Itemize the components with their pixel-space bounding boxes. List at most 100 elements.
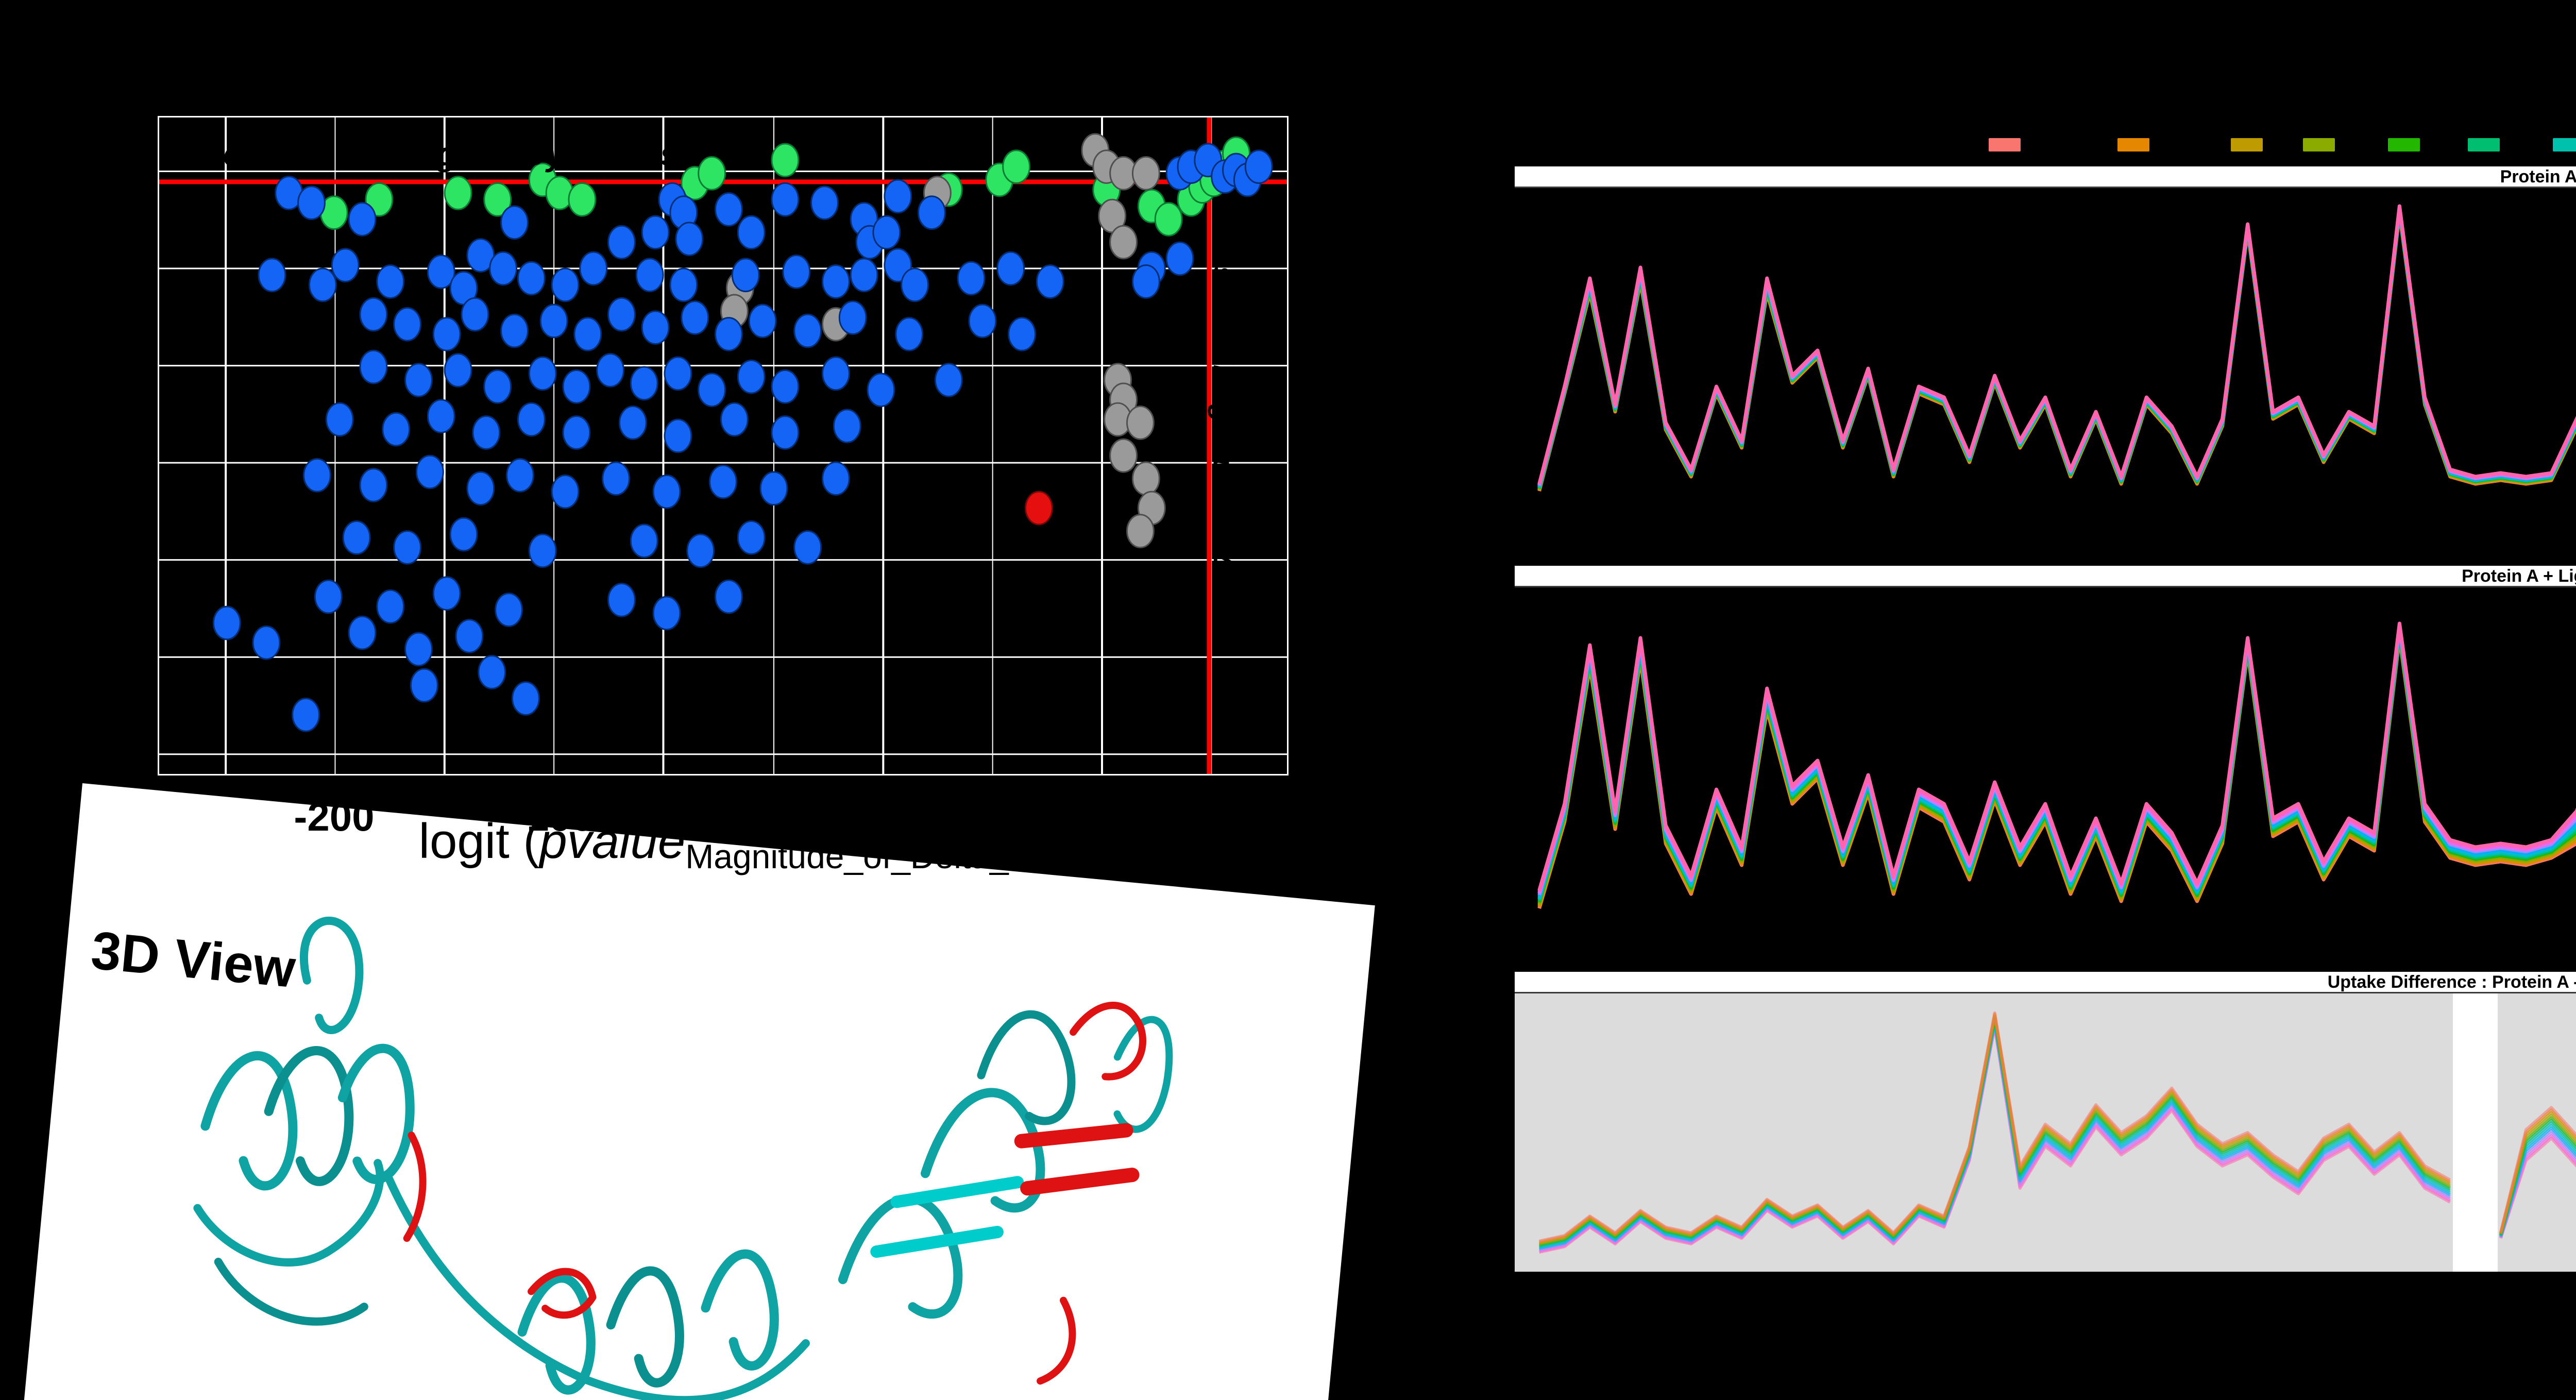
peptide-point[interactable] xyxy=(427,399,455,434)
peptide-point[interactable] xyxy=(833,409,861,444)
peptide-point[interactable] xyxy=(838,300,867,335)
legend-key-timepoint-4[interactable] xyxy=(2303,138,2335,151)
peptide-point[interactable] xyxy=(715,317,743,351)
peptide-point[interactable] xyxy=(675,222,704,257)
peptide-point[interactable] xyxy=(635,258,664,293)
peptide-point[interactable] xyxy=(517,402,546,437)
peptide-point[interactable] xyxy=(500,313,529,348)
peptide-point[interactable] xyxy=(1126,514,1155,548)
volcano-series-peptides-blue[interactable] xyxy=(212,143,1273,732)
peptide-point[interactable] xyxy=(292,697,320,732)
peptide-point[interactable] xyxy=(895,317,924,351)
peptide-point[interactable] xyxy=(715,192,743,227)
peptide-point[interactable] xyxy=(793,530,822,565)
peptide-point[interactable] xyxy=(652,474,681,509)
peptide-point[interactable] xyxy=(793,313,822,348)
peptide-point[interactable] xyxy=(427,255,455,289)
peptide-point[interactable] xyxy=(258,258,286,293)
peptide-point[interactable] xyxy=(415,454,444,490)
peptide-point[interactable] xyxy=(562,415,591,450)
peptide-point[interactable] xyxy=(466,238,495,273)
peptide-point[interactable] xyxy=(579,251,608,286)
peptide-point[interactable] xyxy=(1008,317,1037,351)
peptide-point[interactable] xyxy=(607,583,636,617)
peptide-point[interactable] xyxy=(382,412,411,447)
peptide-point[interactable] xyxy=(562,369,591,404)
peptide-point[interactable] xyxy=(607,225,636,260)
peptide-point[interactable] xyxy=(901,267,929,302)
3d-view-panel[interactable]: 3D View xyxy=(20,783,1375,1400)
peptide-point[interactable] xyxy=(641,310,670,345)
peptide-point[interactable] xyxy=(252,625,281,660)
peptide-point[interactable] xyxy=(376,589,405,624)
legend-key-timepoint-6[interactable] xyxy=(2468,138,2500,151)
peptide-point[interactable] xyxy=(528,533,557,568)
peptide-point[interactable] xyxy=(331,248,360,282)
peptide-point[interactable] xyxy=(483,182,512,217)
volcano-canvas[interactable] xyxy=(159,117,1287,774)
peptide-point[interactable] xyxy=(1024,491,1053,526)
peptide-point[interactable] xyxy=(489,251,518,286)
peptide-point[interactable] xyxy=(466,471,495,506)
peptide-point[interactable] xyxy=(771,369,800,404)
peptide-point[interactable] xyxy=(709,464,737,499)
peptide-point[interactable] xyxy=(686,533,715,568)
peptide-point[interactable] xyxy=(957,261,986,296)
peptide-point[interactable] xyxy=(681,300,709,335)
peptide-point[interactable] xyxy=(568,182,597,217)
peptide-point[interactable] xyxy=(573,317,602,351)
peptide-point[interactable] xyxy=(449,517,478,552)
peptide-point[interactable] xyxy=(342,520,371,555)
peptide-point[interactable] xyxy=(821,461,850,496)
peptide-point[interactable] xyxy=(748,303,777,339)
peptide-point[interactable] xyxy=(737,520,766,555)
peptide-point[interactable] xyxy=(664,356,692,391)
peptide-point[interactable] xyxy=(359,349,388,384)
peptide-point[interactable] xyxy=(297,185,326,220)
peptide-point[interactable] xyxy=(782,255,811,289)
peptide-point[interactable] xyxy=(1109,438,1138,473)
peptide-point[interactable] xyxy=(968,303,997,339)
uptake-chart-protein-a[interactable] xyxy=(1515,188,2576,549)
peptide-point[interactable] xyxy=(715,579,743,614)
peptide-point[interactable] xyxy=(432,576,461,611)
peptide-point[interactable] xyxy=(996,251,1025,286)
peptide-point[interactable] xyxy=(551,474,580,509)
legend-key-timepoint-2[interactable] xyxy=(2117,138,2149,151)
peptide-point[interactable] xyxy=(432,317,461,351)
peptide-point[interactable] xyxy=(1109,225,1138,260)
peptide-point[interactable] xyxy=(528,356,557,391)
peptide-point[interactable] xyxy=(771,182,800,217)
peptide-point[interactable] xyxy=(348,615,377,650)
peptide-point[interactable] xyxy=(478,655,506,689)
peptide-point[interactable] xyxy=(771,415,800,450)
peptide-point[interactable] xyxy=(872,215,901,250)
peptide-point[interactable] xyxy=(664,418,692,453)
peptide-point[interactable] xyxy=(669,267,698,302)
legend-key-timepoint-5[interactable] xyxy=(2388,138,2420,151)
volcano-plot[interactable] xyxy=(158,116,1289,775)
peptide-point[interactable] xyxy=(461,297,489,332)
peptide-point[interactable] xyxy=(884,179,912,214)
peptide-point[interactable] xyxy=(472,415,501,450)
peptide-point[interactable] xyxy=(393,530,422,565)
peptide-point[interactable] xyxy=(607,297,636,332)
peptide-point[interactable] xyxy=(444,353,472,387)
peptide-point[interactable] xyxy=(495,593,523,627)
peptide-point[interactable] xyxy=(731,258,760,293)
peptide-point[interactable] xyxy=(410,668,438,703)
peptide-point[interactable] xyxy=(810,185,839,220)
legend-key-timepoint-7[interactable] xyxy=(2553,138,2576,151)
peptide-point[interactable] xyxy=(404,632,433,667)
peptide-point[interactable] xyxy=(314,579,343,614)
peptide-point[interactable] xyxy=(771,143,800,178)
peptide-point[interactable] xyxy=(698,156,726,191)
legend-key-timepoint-3[interactable] xyxy=(2231,138,2263,151)
peptide-point[interactable] xyxy=(393,307,422,342)
peptide-point[interactable] xyxy=(308,267,337,302)
peptide-point[interactable] xyxy=(359,297,388,332)
peptide-point[interactable] xyxy=(551,267,580,302)
uptake-difference-chart[interactable] xyxy=(1515,993,2576,1272)
peptide-point[interactable] xyxy=(720,402,749,437)
peptide-point[interactable] xyxy=(376,264,405,299)
